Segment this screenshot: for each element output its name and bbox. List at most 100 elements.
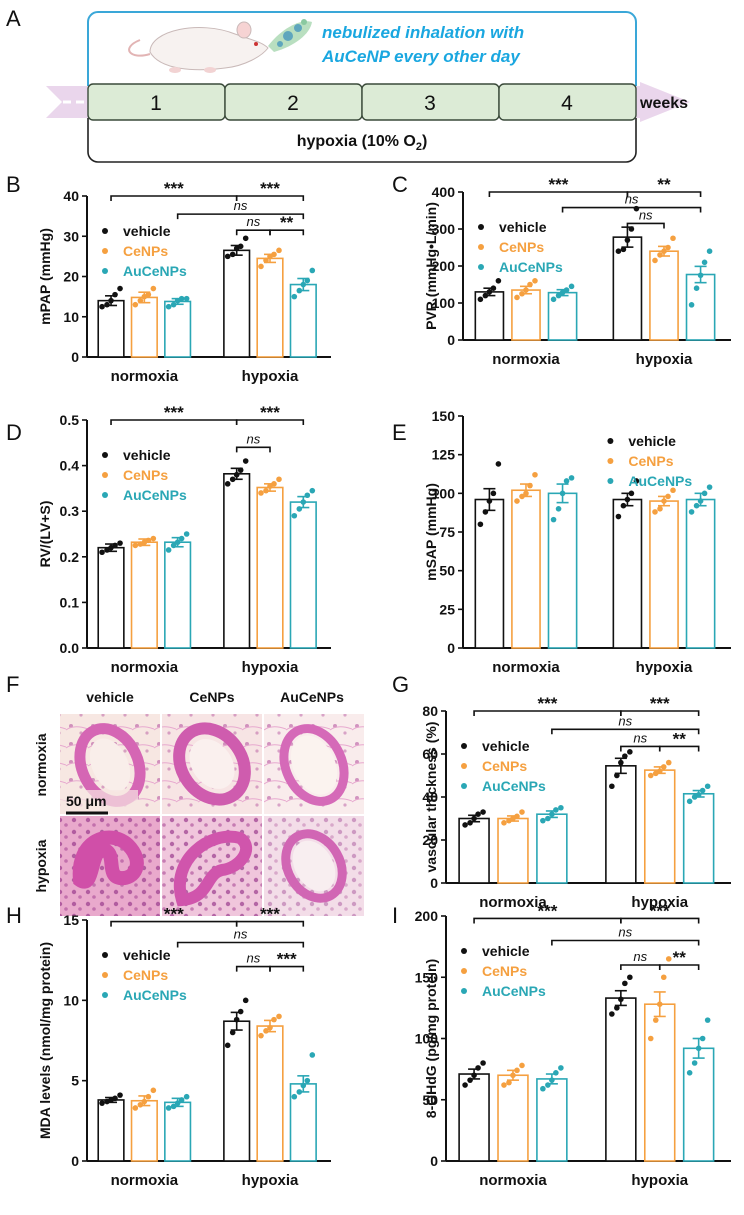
data-point-hypoxia-vehicle	[618, 759, 624, 766]
y-tick-label: 0	[430, 875, 438, 891]
legend-label-cenps: CeNPs	[123, 467, 168, 483]
data-point-normoxia-vehicle	[108, 297, 114, 304]
data-point-hypoxia-vehicle	[609, 1011, 615, 1017]
data-point-hypoxia-vehicle	[229, 476, 236, 483]
data-point-hypoxia-vehicle	[627, 749, 633, 755]
y-tick-label: 75	[439, 524, 455, 540]
data-point-normoxia-aucenps	[183, 295, 190, 302]
data-point-hypoxia-aucenps	[697, 272, 704, 279]
significance-label: ***	[650, 901, 670, 920]
data-point-normoxia-cenps	[527, 482, 533, 489]
data-point-hypoxia-aucenps	[704, 783, 711, 790]
y-axis-label: mPAP (mmHg)	[37, 228, 53, 325]
significance-bracket	[551, 728, 700, 735]
data-point-hypoxia-vehicle	[620, 246, 627, 253]
significance-label: ***	[260, 403, 280, 422]
data-point-hypoxia-vehicle	[237, 243, 244, 250]
data-point-normoxia-aucenps	[563, 287, 570, 293]
legend-label-vehicle: vehicle	[123, 223, 171, 239]
data-point-hypoxia-cenps	[652, 509, 658, 515]
data-point-normoxia-vehicle	[117, 285, 123, 292]
x-group-label-normoxia: normoxia	[492, 351, 560, 368]
significance-label: ***	[164, 179, 184, 198]
scale-bar-label: 50 μm	[66, 793, 106, 809]
data-point-hypoxia-cenps	[267, 1024, 273, 1031]
legend-marker-vehicle	[102, 228, 108, 234]
data-point-normoxia-cenps	[519, 290, 525, 297]
x-group-label-normoxia: normoxia	[479, 894, 547, 911]
data-point-hypoxia-cenps	[258, 263, 264, 270]
histology-col-label-aucenps: AuCeNPs	[280, 689, 344, 705]
data-point-normoxia-vehicle	[486, 498, 493, 504]
significance-bracket	[235, 446, 271, 453]
data-point-hypoxia-vehicle	[622, 753, 628, 759]
data-point-normoxia-cenps	[532, 278, 538, 284]
y-tick-label: 40	[422, 789, 438, 805]
data-point-normoxia-vehicle	[475, 811, 481, 817]
data-point-hypoxia-vehicle	[628, 226, 635, 232]
data-point-hypoxia-aucenps	[296, 506, 303, 512]
histology-col-label-vehicle: vehicle	[86, 689, 134, 705]
y-tick-label: 0.4	[60, 458, 80, 474]
panel-letter-c: C	[392, 172, 408, 197]
data-point-normoxia-aucenps	[549, 1077, 555, 1083]
legend-label-aucenps: AuCeNPs	[482, 778, 546, 794]
data-point-hypoxia-aucenps	[300, 1082, 307, 1089]
data-point-hypoxia-aucenps	[304, 492, 311, 499]
chart-panel-c: C 0 100 200 300 400 PVR (mmHg•L/min) normoxia hy…	[392, 172, 731, 368]
bar-hypoxia-cenps	[643, 1003, 676, 1162]
bar-hypoxia-aucenps	[682, 1047, 715, 1162]
data-point-normoxia-vehicle	[486, 289, 493, 295]
bar-normoxia-cenps	[497, 1074, 529, 1162]
data-point-normoxia-vehicle	[462, 1082, 468, 1088]
legend-label-aucenps: AuCeNPs	[499, 259, 563, 275]
legend-label-cenps: CeNPs	[482, 963, 527, 979]
legend-label-vehicle: vehicle	[123, 447, 171, 463]
bar-normoxia-aucenps	[547, 492, 578, 649]
significance-label: ***	[277, 950, 297, 969]
data-point-normoxia-cenps	[132, 301, 139, 308]
data-point-hypoxia-cenps	[271, 481, 277, 487]
y-tick-label: 200	[415, 908, 439, 924]
significance-bracket	[235, 195, 305, 201]
legend-label-cenps: CeNPs	[628, 453, 673, 469]
data-point-normoxia-vehicle	[471, 815, 477, 822]
panel-letter-d: D	[6, 420, 22, 445]
data-point-hypoxia-cenps	[276, 1013, 282, 1020]
data-point-hypoxia-cenps	[656, 1001, 663, 1007]
y-tick-label: 50	[422, 1092, 438, 1108]
x-group-label-normoxia: normoxia	[111, 368, 179, 385]
legend-label-cenps: CeNPs	[482, 758, 527, 774]
data-point-hypoxia-vehicle	[233, 1016, 240, 1023]
x-group-label-normoxia: normoxia	[111, 1172, 179, 1189]
bar-hypoxia-vehicle	[223, 473, 251, 649]
data-point-normoxia-aucenps	[550, 516, 557, 523]
data-point-normoxia-cenps	[514, 498, 520, 504]
data-point-normoxia-aucenps	[178, 535, 185, 542]
data-point-hypoxia-vehicle	[224, 1042, 231, 1049]
legend-marker-aucenps	[478, 264, 484, 270]
significance-bracket	[235, 965, 271, 972]
legend-label-vehicle: vehicle	[628, 433, 676, 449]
data-point-normoxia-cenps	[514, 1067, 520, 1074]
legend-marker-vehicle	[461, 743, 467, 749]
legend-marker-aucenps	[102, 992, 108, 998]
data-point-hypoxia-aucenps	[701, 490, 708, 497]
y-tick-label: 20	[63, 269, 79, 285]
y-axis-label: mSAP (mmHg)	[423, 483, 439, 581]
data-point-normoxia-aucenps	[178, 295, 185, 302]
legend-label-vehicle: vehicle	[482, 738, 530, 754]
significance-bracket	[620, 964, 661, 970]
data-point-normoxia-vehicle	[482, 509, 489, 515]
y-tick-label: 400	[432, 184, 456, 200]
significance-label: **	[673, 948, 687, 967]
y-tick-label: 0	[447, 332, 455, 348]
bar-normoxia-cenps	[497, 817, 529, 884]
legend-label-cenps: CeNPs	[123, 967, 168, 983]
data-point-normoxia-vehicle	[467, 820, 473, 826]
significance-label: ns	[633, 949, 647, 964]
y-tick-label: 10	[63, 992, 79, 1008]
histology-col-label-cenps: CeNPs	[189, 689, 234, 705]
data-point-normoxia-vehicle	[112, 291, 118, 298]
significance-label: ns	[633, 730, 647, 745]
